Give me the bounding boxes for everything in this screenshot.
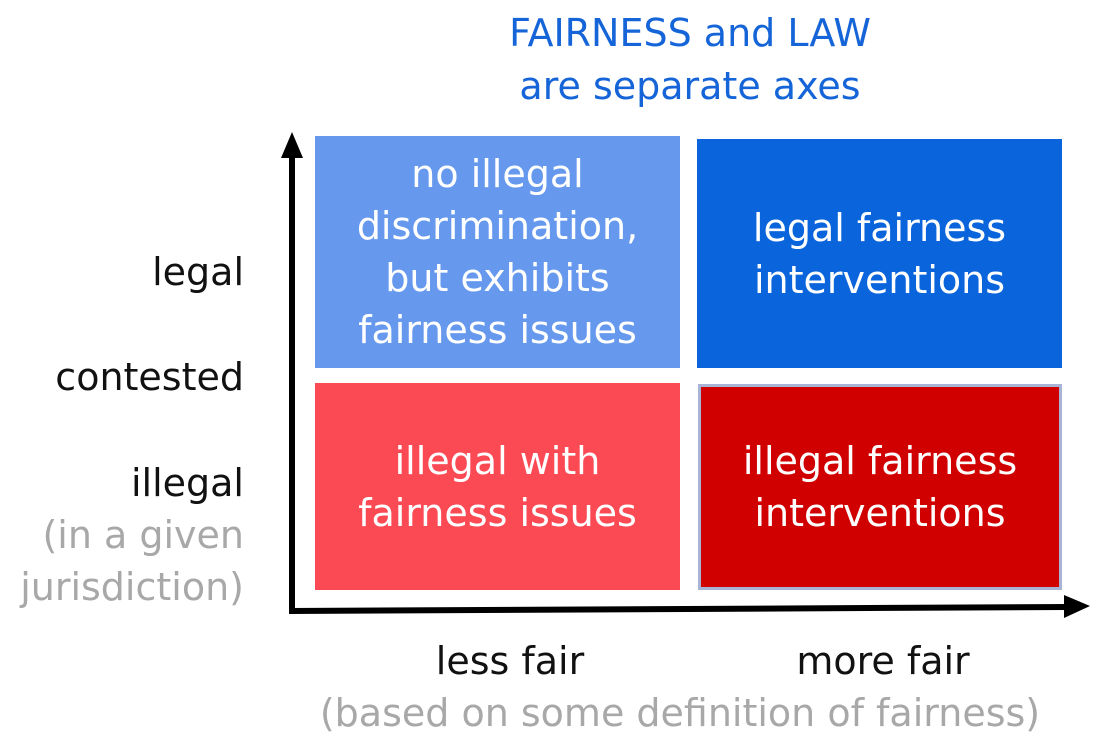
quadrant-top-right: legal fairness interventions — [697, 139, 1062, 368]
quadrant-top-left: no illegal discrimination, but exhibits … — [315, 136, 680, 368]
y-label-illegal: illegal — [130, 461, 244, 505]
quadrant-bottom-right-text: illegal fairness interventions — [743, 435, 1017, 539]
x-label-more-fair: more fair — [796, 639, 970, 683]
x-axis-line — [288, 604, 1069, 614]
quadrant-top-left-line: fairness issues — [358, 308, 637, 352]
title-line-1: FAIRNESS and LAW — [509, 11, 871, 55]
y-label-contested: contested — [55, 355, 244, 399]
quadrant-bottom-right: illegal fairness interventions — [698, 384, 1062, 590]
quadrant-top-right-line: interventions — [753, 257, 1006, 302]
quadrant-bottom-left-line: illegal with — [394, 438, 601, 483]
x-label-note: (based on some definition of fairness) — [319, 691, 1041, 735]
y-axis-arrowhead — [281, 132, 303, 158]
quadrant-top-left-line: discrimination, — [356, 204, 639, 248]
y-label-note-line-2: jurisdiction) — [20, 565, 244, 609]
quadrant-bottom-right-line: illegal fairness — [742, 439, 1018, 483]
x-label-less-fair: less fair — [435, 639, 585, 683]
quadrant-bottom-left: illegal with fairness issues — [315, 383, 680, 590]
x-axis-arrowhead — [1064, 595, 1090, 618]
y-label-note-line-1: (in a given — [42, 513, 244, 557]
quadrant-top-left-text: no illegal discrimination, but exhibits … — [357, 148, 638, 356]
quadrant-bottom-left-text: illegal with fairness issues — [358, 435, 637, 539]
title-line-2: are separate axes — [519, 64, 861, 108]
quadrant-top-left-line: no illegal — [411, 152, 584, 196]
quadrant-top-right-text: legal fairness interventions — [753, 202, 1006, 306]
y-label-legal: legal — [152, 250, 244, 294]
quadrant-top-right-line: legal fairness — [752, 205, 1007, 250]
quadrant-bottom-left-line: fairness issues — [358, 490, 637, 535]
quadrant-bottom-right-line: interventions — [754, 491, 1006, 535]
quadrant-top-left-line: but exhibits — [385, 256, 610, 300]
